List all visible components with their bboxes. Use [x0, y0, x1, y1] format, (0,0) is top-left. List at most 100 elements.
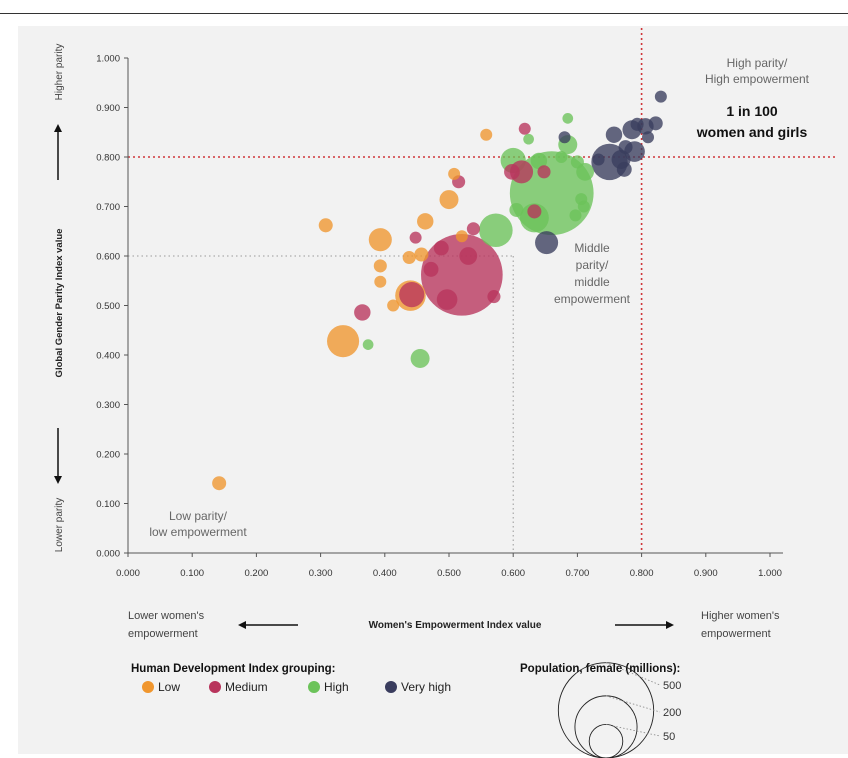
bubble-point: [654, 90, 667, 103]
size-legend-circle: [557, 662, 655, 758]
bubble-point: [318, 218, 333, 233]
x-arrow-right-label-1: Higher women's: [701, 610, 780, 622]
bubble-point: [479, 213, 513, 248]
size-legend-leader: [605, 695, 661, 713]
size-legend-label: 200: [663, 707, 681, 719]
bubble-point: [402, 250, 416, 265]
y-axis-title: Global Gender Parity Index value: [54, 229, 65, 378]
bubble-point: [327, 325, 360, 358]
x-tick-label: 0.900: [694, 568, 718, 579]
size-legend-label: 500: [663, 680, 681, 692]
right-arrow-icon: [615, 621, 674, 629]
annotation-highlight-1: 1 in 100: [726, 103, 778, 119]
x-tick-label: 0.700: [566, 568, 590, 579]
annotation-middle-4: empowerment: [554, 292, 631, 306]
down-arrow-icon: [54, 428, 62, 484]
top-rule: [0, 13, 848, 14]
y-tick-label: 0.000: [96, 549, 120, 560]
y-tick-label: 0.100: [96, 499, 120, 510]
y-tick-label: 1.000: [96, 54, 120, 65]
bubble-point: [354, 304, 371, 321]
bubble-point: [592, 153, 605, 166]
bubble-point: [509, 202, 524, 217]
x-tick-label: 0.400: [373, 568, 397, 579]
bubble-point: [399, 282, 425, 308]
legend-swatch: [142, 681, 154, 693]
up-arrow-icon: [54, 124, 62, 180]
size-legend-title: Population, female (millions):: [520, 663, 680, 675]
x-tick-label: 0.200: [245, 568, 269, 579]
bubble-point: [562, 113, 574, 124]
y-tick-label: 0.800: [96, 153, 120, 164]
legend-swatch: [308, 681, 320, 693]
bubble-point: [616, 161, 632, 177]
x-tick-label: 0.600: [501, 568, 525, 579]
legend-label: Low: [158, 680, 180, 694]
bubble-point: [439, 190, 459, 210]
bubble-point: [374, 275, 387, 288]
x-tick-label: 0.800: [630, 568, 654, 579]
bubble-point: [648, 116, 663, 131]
x-tick-label: 0.100: [180, 568, 204, 579]
y-tick-label: 0.400: [96, 351, 120, 362]
size-legend-leader: [605, 724, 661, 737]
x-arrow-left-label-1: Lower women's: [128, 610, 205, 622]
bubble-point: [373, 259, 387, 273]
bubble-point: [630, 117, 644, 131]
y-tick-label: 0.900: [96, 103, 120, 114]
bubble-point: [448, 167, 461, 180]
bubble-point: [368, 228, 392, 252]
bubble-point: [537, 165, 551, 179]
x-tick-label: 0.500: [437, 568, 461, 579]
bubble-point: [417, 213, 434, 230]
bubble-point: [569, 209, 582, 222]
size-legend-circle: [574, 695, 638, 758]
legend-label: Medium: [225, 680, 268, 694]
bubble-point: [577, 200, 590, 213]
annotation-high-2: High empowerment: [705, 72, 810, 86]
bubble-point: [504, 164, 520, 180]
x-arrow-left-label-2: empowerment: [128, 628, 198, 640]
size-legend-leader: [605, 662, 661, 686]
bubble-point: [555, 151, 568, 163]
y-tick-label: 0.600: [96, 252, 120, 263]
bubble-point: [605, 126, 623, 143]
legend-swatch: [209, 681, 221, 693]
annotation-middle-3: middle: [574, 275, 610, 289]
legend-swatch: [385, 681, 397, 693]
chart-panel: [18, 26, 848, 754]
y-tick-label: 0.700: [96, 202, 120, 213]
annotation-middle-2: parity/: [576, 258, 609, 272]
legend-title: Human Development Index grouping:: [131, 663, 335, 675]
x-tick-label: 0.000: [116, 568, 140, 579]
bubble-point: [410, 348, 430, 368]
y-arrow-top-label: Higher parity: [54, 44, 65, 101]
bubble-point: [212, 476, 227, 491]
bubble-point: [480, 128, 493, 141]
x-axis-title: Women's Empowerment Index value: [369, 620, 542, 631]
x-tick-label: 0.300: [309, 568, 333, 579]
bubble-point: [523, 133, 534, 145]
bubble-point: [387, 299, 400, 312]
bubble-point: [570, 155, 584, 169]
bubble-point: [527, 204, 542, 219]
size-legend: 500 200 50: [557, 662, 681, 758]
bubble-point: [618, 140, 633, 155]
bubble-point: [455, 230, 468, 243]
bubble-point: [433, 240, 449, 256]
legend-label: Very high: [401, 680, 451, 694]
legend-label: High: [324, 680, 349, 694]
annotation-middle-1: Middle: [574, 241, 610, 255]
bubble-point: [409, 231, 422, 244]
tick-labels: 0.000 0.100 0.200 0.300 0.400 0.500 0.600 0.700…: [96, 54, 782, 580]
bubble-point: [436, 289, 458, 310]
bubble-point: [362, 339, 374, 350]
bubble-point: [423, 261, 439, 277]
y-arrow-bottom-label: Lower parity: [54, 498, 65, 552]
bubble-point: [414, 247, 429, 262]
bubble-point: [535, 231, 559, 255]
bubble-point: [642, 131, 655, 144]
annotation-high-1: High parity/: [727, 56, 788, 70]
bubble-point: [487, 290, 501, 304]
